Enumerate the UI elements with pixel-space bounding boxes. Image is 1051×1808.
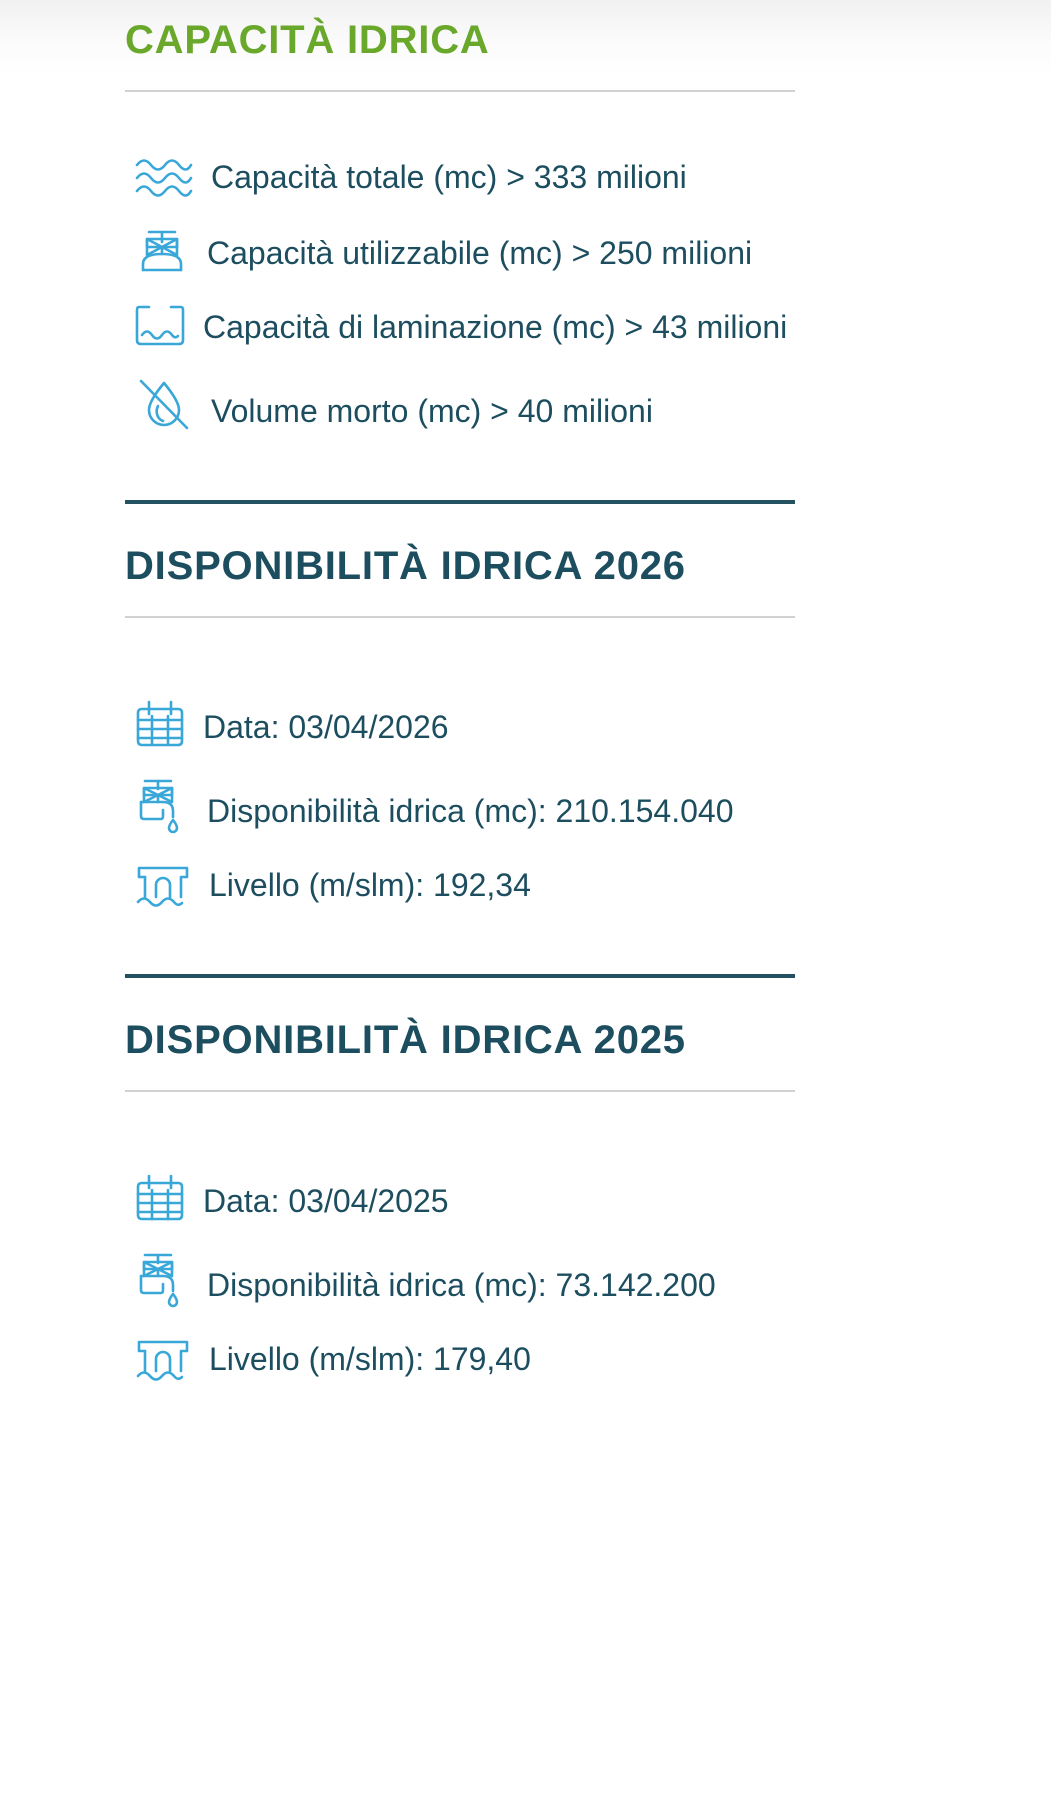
row-label: Volume morto (mc) > 40 milioni [211, 393, 653, 429]
row-label: Capacità utilizzabile (mc) > 250 milioni [207, 235, 753, 271]
spacer-top [0, 0, 1051, 18]
waves-icon [133, 154, 195, 200]
water-drop-slash-icon [133, 376, 195, 434]
divider-under-title-3 [125, 1090, 795, 1092]
row-livello-2025: Livello (m/slm): 179,40 [133, 1334, 991, 1382]
faucet-icon [133, 226, 191, 276]
calendar-icon [133, 1172, 187, 1224]
row-volume-morto: Volume morto (mc) > 40 milioni [133, 376, 991, 434]
row-livello-2026: Livello (m/slm): 192,34 [133, 860, 991, 908]
divider-under-title-2 [125, 616, 795, 618]
row-label: Data: 03/04/2026 [203, 709, 449, 745]
divider-under-title-1 [125, 90, 795, 92]
row-capacita-laminazione: Capacità di laminazione (mc) > 43 milion… [133, 302, 991, 350]
row-data-2025: Data: 03/04/2025 [133, 1172, 991, 1224]
row-capacita-utilizzabile: Capacità utilizzabile (mc) > 250 milioni [133, 226, 991, 276]
row-label: Livello (m/slm): 179,40 [209, 1341, 531, 1377]
row-data-2026: Data: 03/04/2026 [133, 698, 991, 750]
basin-icon [133, 302, 187, 350]
page-content: CAPACITÀ IDRICA Capacità totale (mc) > 3… [0, 0, 1051, 1382]
section-title-2025: DISPONIBILITÀ IDRICA 2025 [125, 1018, 686, 1062]
faucet-drop-icon [133, 776, 191, 834]
section-title-2026: DISPONIBILITÀ IDRICA 2026 [125, 544, 686, 588]
row-label: Capacità di laminazione (mc) > 43 milion… [203, 309, 788, 345]
calendar-icon [133, 698, 187, 750]
row-label: Capacità totale (mc) > 333 milioni [211, 159, 687, 195]
row-label: Livello (m/slm): 192,34 [209, 867, 531, 903]
row-disponibilita-2026: Disponibilità idrica (mc): 210.154.040 [133, 776, 991, 834]
capacita-idrica-rows: Capacità totale (mc) > 333 milioni [0, 154, 1051, 434]
disponibilita-2025-rows: Data: 03/04/2025 Di [0, 1172, 1051, 1382]
faucet-drop-icon [133, 1250, 191, 1308]
dam-icon [133, 860, 193, 908]
disponibilita-2026-rows: Data: 03/04/2026 Di [0, 698, 1051, 908]
dam-icon [133, 1334, 193, 1382]
row-label: Disponibilità idrica (mc): 73.142.200 [207, 1267, 716, 1303]
row-label: Disponibilità idrica (mc): 210.154.040 [207, 793, 734, 829]
divider-section-2 [125, 500, 795, 504]
row-label: Data: 03/04/2025 [203, 1183, 449, 1219]
row-disponibilita-2025: Disponibilità idrica (mc): 73.142.200 [133, 1250, 991, 1308]
divider-section-3 [125, 974, 795, 978]
row-capacita-totale: Capacità totale (mc) > 333 milioni [133, 154, 991, 200]
page-title: CAPACITÀ IDRICA [125, 18, 490, 62]
